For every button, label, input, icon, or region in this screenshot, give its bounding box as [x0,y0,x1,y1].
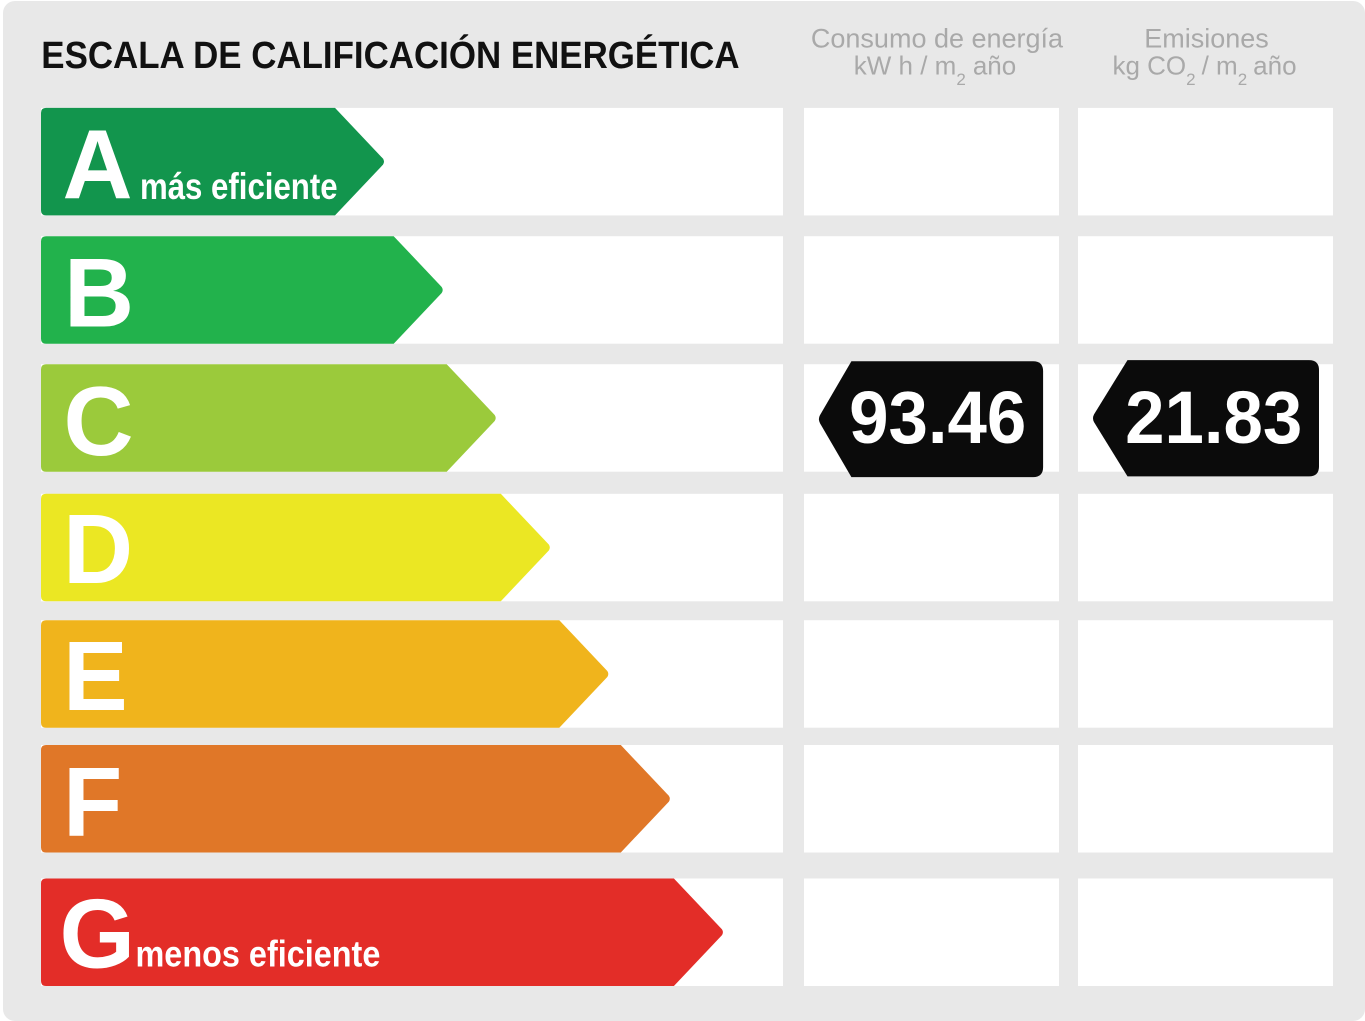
svg-text:A: A [63,110,133,220]
svg-text:D: D [63,495,133,605]
svg-text:ESCALA DE CALIFICACIÓN ENERGÉT: ESCALA DE CALIFICACIÓN ENERGÉTICA [41,33,739,77]
svg-text:G: G [60,879,135,989]
svg-text:Emisiones: Emisiones [1144,24,1269,54]
svg-text:Consumo de energía: Consumo de energía [811,24,1064,54]
svg-text:B: B [64,238,134,348]
svg-text:93.46: 93.46 [849,377,1026,460]
svg-text:menos eficiente: menos eficiente [136,935,381,975]
svg-text:C: C [64,366,134,476]
svg-text:21.83: 21.83 [1125,377,1302,460]
svg-text:E: E [63,622,128,732]
svg-text:más eficiente: más eficiente [140,166,338,207]
svg-text:F: F [63,748,122,858]
